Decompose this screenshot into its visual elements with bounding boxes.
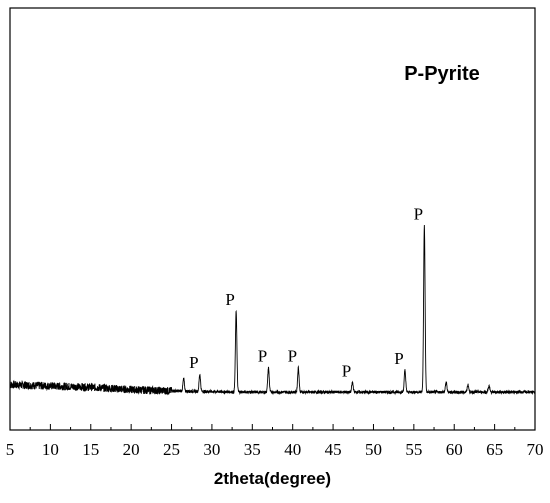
peak-label: P bbox=[258, 347, 267, 366]
chart-title: P-Pyrite bbox=[404, 63, 480, 85]
x-axis-tick-labels: 5 10 15 20 25 30 35 40 45 50 55 60 65 70 bbox=[6, 440, 544, 459]
x-tick-label: 40 bbox=[284, 440, 301, 459]
x-tick-label: 60 bbox=[446, 440, 463, 459]
peak-labels: P P P P P P P bbox=[189, 205, 423, 381]
x-axis-label: 2theta(degree) bbox=[214, 469, 331, 488]
x-tick-label: 15 bbox=[82, 440, 99, 459]
x-tick-label: 50 bbox=[365, 440, 382, 459]
x-tick-label: 65 bbox=[486, 440, 503, 459]
peak-label: P bbox=[394, 349, 403, 368]
peak-label: P bbox=[414, 205, 423, 224]
x-tick-label: 35 bbox=[244, 440, 261, 459]
x-tick-label: 20 bbox=[123, 440, 140, 459]
xrd-pattern-line bbox=[9, 224, 536, 396]
x-tick-label: 5 bbox=[6, 440, 15, 459]
x-tick-label: 45 bbox=[325, 440, 342, 459]
peak-label: P bbox=[189, 353, 198, 372]
x-axis-ticks bbox=[9, 424, 536, 430]
x-tick-label: 70 bbox=[527, 440, 544, 459]
x-tick-label: 25 bbox=[163, 440, 180, 459]
x-tick-label: 55 bbox=[405, 440, 422, 459]
peak-label: P bbox=[225, 290, 234, 309]
x-tick-label: 30 bbox=[203, 440, 220, 459]
peak-label: P bbox=[288, 347, 297, 366]
x-tick-label: 10 bbox=[42, 440, 59, 459]
peak-label: P bbox=[342, 361, 351, 380]
